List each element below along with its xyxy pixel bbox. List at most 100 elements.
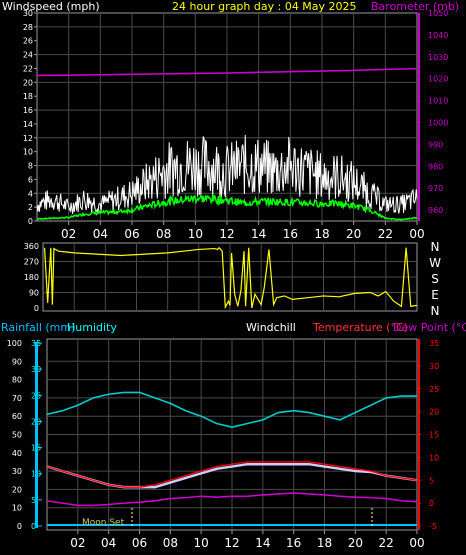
gust-line bbox=[36, 134, 418, 214]
hour-label: 04 bbox=[101, 536, 116, 550]
tick-label: 1020 bbox=[428, 75, 448, 84]
tick-label: 0 bbox=[34, 304, 39, 313]
tick-label: 0 bbox=[17, 522, 22, 531]
hour-label: 12 bbox=[219, 227, 234, 241]
barometer-axis-label: Barometer (mb) bbox=[371, 0, 459, 13]
hour-label: 08 bbox=[156, 227, 171, 241]
compass-label: N bbox=[431, 304, 440, 318]
hour-label: 20 bbox=[348, 536, 363, 550]
tick-label: 30 bbox=[23, 9, 33, 18]
tick-label: 30 bbox=[429, 362, 439, 371]
hour-label: 08 bbox=[163, 536, 178, 550]
tick-label: 22 bbox=[23, 64, 33, 73]
tick-label: 0 bbox=[429, 499, 434, 508]
barometer-line bbox=[36, 67, 418, 77]
tick-label: 4 bbox=[28, 189, 33, 198]
hour-label: 02 bbox=[61, 227, 76, 241]
tick-label: 1000 bbox=[428, 118, 448, 127]
humidity-axis-label: Humidity bbox=[67, 321, 117, 334]
tick-label: 5 bbox=[429, 476, 434, 485]
tick-label: 60 bbox=[12, 412, 22, 421]
tick-label: 10 bbox=[23, 148, 33, 157]
rainfall-axis-label: Rainfall (mm) bbox=[1, 321, 75, 334]
tick-label: 960 bbox=[428, 206, 443, 215]
tick-label: 1030 bbox=[428, 53, 448, 62]
hour-ticks: 02 04 06 08 10 12 14 16 18 20 22 00 bbox=[70, 530, 425, 550]
tick-label: 18 bbox=[23, 92, 33, 101]
dewpoint-axis-label: Dew Point (°C) bbox=[393, 321, 466, 334]
tick-label: 26 bbox=[23, 37, 33, 46]
hour-label: 16 bbox=[286, 536, 301, 550]
tick-label: 15 bbox=[429, 431, 439, 440]
dewpoint-line bbox=[46, 492, 418, 507]
humidity-ticks: 0 10 20 30 40 50 60 70 80 90 100 bbox=[7, 339, 22, 531]
hour-label: 12 bbox=[224, 536, 239, 550]
tick-label: 1050 bbox=[428, 9, 448, 18]
tick-label: 8 bbox=[28, 162, 33, 171]
windchill-label: Windchill bbox=[246, 321, 296, 334]
tick-label: 16 bbox=[23, 106, 33, 115]
temperature-ticks: -5 0 5 10 15 20 25 30 35 bbox=[417, 339, 439, 531]
tick-label: 90 bbox=[12, 357, 22, 366]
tick-label: 180 bbox=[24, 273, 39, 282]
graph-title: 24 hour graph day : 04 May 2025 bbox=[172, 0, 357, 13]
grid bbox=[47, 339, 417, 530]
compass-label: S bbox=[431, 272, 439, 286]
hour-label: 10 bbox=[194, 536, 209, 550]
tick-label: 990 bbox=[428, 140, 443, 149]
tick-label: 50 bbox=[12, 431, 22, 440]
hour-label: 16 bbox=[283, 227, 298, 241]
hour-ticks: 02 04 06 08 10 12 14 16 18 20 22 00 bbox=[61, 221, 425, 241]
tick-label: 1040 bbox=[428, 31, 448, 40]
tick-label: 90 bbox=[29, 289, 39, 298]
tick-label: 70 bbox=[12, 394, 22, 403]
barometer-ticks: 960 970 980 990 1000 1010 1020 1030 1040 1050 bbox=[417, 9, 448, 221]
windspeed-axis-label: Windspeed (mph) bbox=[2, 0, 100, 13]
temperature-line bbox=[46, 461, 418, 488]
hour-label: 02 bbox=[70, 536, 85, 550]
humidity-line bbox=[46, 391, 417, 429]
hour-label: 00 bbox=[409, 536, 424, 550]
hour-label: 20 bbox=[346, 227, 361, 241]
hour-label: 22 bbox=[379, 536, 394, 550]
tick-label: 100 bbox=[7, 339, 22, 348]
hour-label: 00 bbox=[409, 227, 424, 241]
tick-label: 12 bbox=[23, 134, 33, 143]
tick-label: 360 bbox=[24, 242, 39, 251]
compass-label: E bbox=[431, 288, 439, 302]
tick-label: 80 bbox=[12, 376, 22, 385]
hour-label: 18 bbox=[314, 227, 329, 241]
tick-label: 35 bbox=[429, 339, 439, 348]
compass-label: W bbox=[429, 256, 441, 270]
hour-label: 06 bbox=[124, 227, 139, 241]
tick-label: 10 bbox=[12, 504, 22, 513]
hour-label: 14 bbox=[251, 227, 266, 241]
tick-label: 14 bbox=[23, 120, 33, 129]
tick-label: 0 bbox=[31, 522, 36, 531]
tick-label: 40 bbox=[12, 449, 22, 458]
direction-ticks: 0 90 180 270 360 bbox=[24, 242, 39, 313]
tick-label: 1010 bbox=[428, 97, 448, 106]
rainfall-scale-bar bbox=[35, 342, 38, 528]
tick-label: 2 bbox=[28, 203, 33, 212]
tick-label: 5 bbox=[31, 496, 36, 505]
tick-label: 20 bbox=[23, 78, 33, 87]
tick-label: 980 bbox=[428, 162, 443, 171]
moon-set-label: Moon Set bbox=[82, 518, 125, 528]
tick-label: 6 bbox=[28, 175, 33, 184]
tick-label: 25 bbox=[429, 385, 439, 394]
tick-label: 270 bbox=[24, 258, 39, 267]
tick-label: 0 bbox=[28, 217, 33, 226]
wind-direction-line bbox=[43, 246, 418, 310]
tick-label: 20 bbox=[12, 485, 22, 494]
hour-label: 18 bbox=[317, 536, 332, 550]
temperature-axis-label: Temperature (°C) bbox=[312, 321, 408, 334]
tick-label: 30 bbox=[12, 467, 22, 476]
tick-label: 10 bbox=[429, 453, 439, 462]
